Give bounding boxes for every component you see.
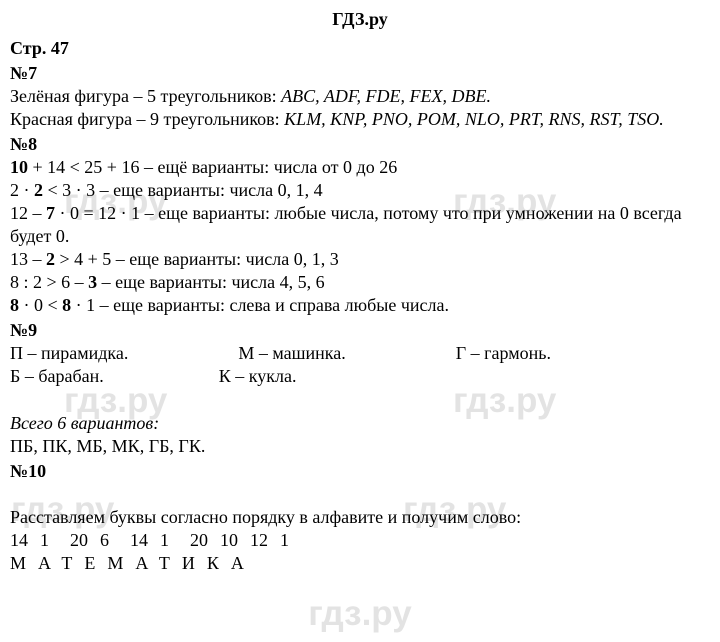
digit: 20: [70, 529, 100, 552]
text: Зелёная фигура – 5 треугольников:: [10, 86, 281, 106]
exercise-heading: №9: [10, 319, 710, 342]
spacer: [10, 483, 710, 506]
text: > 4 + 5 – еще варианты: числа 0, 1, 3: [55, 249, 339, 269]
watermark-footer: гдз.ру: [0, 594, 720, 634]
triangle-list: KLM, KNP, PNO, POM, NLO, PRT, RNS, RST, …: [284, 109, 664, 129]
digit: 14: [10, 529, 40, 552]
text: + 14 < 25 + 16 – ещё варианты: числа от …: [28, 157, 397, 177]
list-item: П – пирамидка.: [10, 342, 128, 365]
text: 2 ·: [10, 180, 34, 200]
bold-num: 2: [46, 249, 55, 269]
text: < 3 · 3 – еще варианты: числа 0, 1, 4: [43, 180, 323, 200]
page-reference: Стр. 47: [10, 37, 710, 60]
list-item: Г – гармонь.: [456, 342, 551, 365]
text: 8 : 2 > 6 –: [10, 272, 88, 292]
exercise-10: №10 Расставляем буквы согласно порядку в…: [10, 460, 710, 575]
digit: 1: [280, 529, 310, 552]
ex8-line: 12 – 7 · 0 = 12 · 1 – еще варианты: любы…: [10, 202, 710, 248]
list-item: К – кукла.: [219, 365, 297, 388]
ex9-row: П – пирамидка. М – машинка. Г – гармонь.: [10, 342, 710, 365]
bold-num: 8: [62, 295, 71, 315]
exercise-9: №9 П – пирамидка. М – машинка. Г – гармо…: [10, 319, 710, 457]
text: Красная фигура – 9 треугольников:: [10, 109, 284, 129]
ex7-line1: Зелёная фигура – 5 треугольников: ABC, A…: [10, 85, 710, 108]
digit: 10: [220, 529, 250, 552]
ex8-line: 2 · 2 < 3 · 3 – еще варианты: числа 0, 1…: [10, 179, 710, 202]
digit: 12: [250, 529, 280, 552]
ex10-digits: 1412061412010121: [10, 529, 710, 552]
exercise-7: №7 Зелёная фигура – 5 треугольников: ABC…: [10, 62, 710, 131]
ex9-total: Всего 6 вариантов:: [10, 412, 710, 435]
bold-num: 8: [10, 295, 19, 315]
spacer: [10, 389, 710, 412]
digit: 6: [100, 529, 130, 552]
text: – еще варианты: числа 4, 5, 6: [97, 272, 324, 292]
text: 13 –: [10, 249, 46, 269]
list-item: М – машинка.: [238, 342, 345, 365]
exercise-heading: №10: [10, 460, 710, 483]
text: 12 –: [10, 203, 46, 223]
text: · 1 – еще варианты: слева и справа любые…: [71, 295, 449, 315]
ex8-line: 8 · 0 < 8 · 1 – еще варианты: слева и сп…: [10, 294, 710, 317]
digit: 14: [130, 529, 160, 552]
text: · 0 <: [19, 295, 62, 315]
ex8-line: 8 : 2 > 6 – 3 – еще варианты: числа 4, 5…: [10, 271, 710, 294]
digit: 20: [190, 529, 220, 552]
ex9-combos: ПБ, ПК, МБ, МК, ГБ, ГК.: [10, 435, 710, 458]
ex7-line2: Красная фигура – 9 треугольников: KLM, K…: [10, 108, 710, 131]
bold-num: 3: [88, 272, 97, 292]
digit: 1: [40, 529, 70, 552]
bold-num: 2: [34, 180, 43, 200]
exercise-heading: №7: [10, 62, 710, 85]
exercise-heading: №8: [10, 133, 710, 156]
bold-num: 7: [46, 203, 55, 223]
ex9-row: Б – барабан. К – кукла.: [10, 365, 710, 388]
triangle-list: ABC, ADF, FDE, FEX, DBE.: [281, 86, 491, 106]
exercise-8: №8 10 + 14 < 25 + 16 – ещё варианты: чис…: [10, 133, 710, 317]
list-item: Б – барабан.: [10, 365, 104, 388]
site-title: ГДЗ.ру: [10, 8, 710, 31]
text: · 0 = 12 · 1 – еще варианты: любые числа…: [10, 203, 682, 246]
ex8-line: 13 – 2 > 4 + 5 – еще варианты: числа 0, …: [10, 248, 710, 271]
ex10-text: Расставляем буквы согласно порядку в алф…: [10, 506, 710, 529]
digit: 1: [160, 529, 190, 552]
ex8-line: 10 + 14 < 25 + 16 – ещё варианты: числа …: [10, 156, 710, 179]
ex10-letters: МАТЕМАТИКА: [10, 552, 710, 575]
bold-num: 10: [10, 157, 28, 177]
